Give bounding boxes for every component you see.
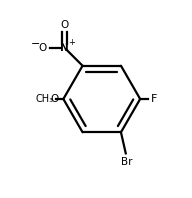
Text: CH₃: CH₃ [35,94,53,104]
Text: O: O [39,43,47,52]
Text: O: O [60,20,68,30]
Text: O: O [51,94,59,104]
Text: Br: Br [121,157,132,167]
Text: +: + [68,38,75,47]
Text: F: F [151,94,157,104]
Text: −: − [31,39,40,49]
Text: N: N [60,43,69,52]
